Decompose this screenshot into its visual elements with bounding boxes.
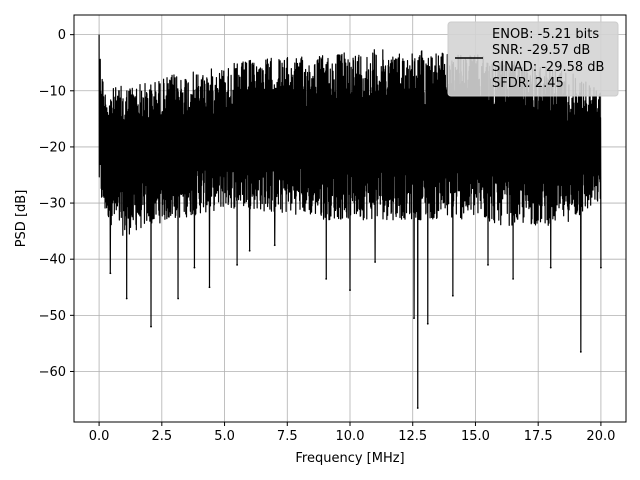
- psd-dip-point: [150, 325, 152, 328]
- psd-dip-point: [413, 317, 415, 320]
- y-tick-label: −10: [39, 84, 66, 99]
- x-tick-label: 17.5: [524, 429, 553, 444]
- psd-dip-point: [193, 266, 196, 269]
- psd-dip-point: [273, 244, 276, 247]
- y-tick-label: −20: [39, 140, 66, 155]
- x-tick-label: 20.0: [586, 429, 615, 444]
- y-tick-label: −40: [39, 253, 66, 268]
- psd-dip-point: [125, 297, 128, 300]
- psd-dip-point: [208, 286, 211, 289]
- y-axis: 0 −10 −20 −30 −40 −50 −60: [39, 28, 74, 380]
- x-axis: 0.0 2.5 5.0 7.5 10.0 12.5 15.0 17.5 20.0: [89, 422, 615, 444]
- psd-dip-point: [579, 350, 582, 353]
- x-tick-label: 7.5: [277, 429, 298, 444]
- psd-dip-point: [248, 249, 251, 252]
- y-tick-label: 0: [58, 28, 66, 43]
- psd-dip-point: [349, 289, 351, 291]
- legend-sfdr: SFDR: 2.45: [492, 76, 564, 91]
- x-tick-label: 10.0: [336, 429, 365, 444]
- x-tick-label: 2.5: [151, 429, 172, 444]
- psd-dip-point: [236, 263, 238, 266]
- x-tick-label: 12.5: [398, 429, 427, 444]
- psd-dip-point: [451, 294, 454, 297]
- series-psd: [98, 34, 602, 409]
- x-tick-label: 15.0: [461, 429, 490, 444]
- psd-dip-point: [487, 263, 489, 266]
- y-tick-label: −30: [39, 197, 66, 212]
- legend-box: [447, 21, 619, 97]
- psd-dip-point: [512, 277, 514, 280]
- y-tick-label: −60: [39, 365, 66, 380]
- x-axis-label: Frequency [MHz]: [295, 451, 404, 466]
- psd-dip-point: [600, 266, 602, 269]
- y-axis-label: PSD [dB]: [14, 190, 29, 248]
- legend-enob: ENOB: -5.21 bits: [492, 27, 599, 42]
- x-tick-label: 5.0: [214, 429, 235, 444]
- psd-dip-point: [325, 277, 328, 280]
- legend-sinad: SINAD: -29.58 dB: [492, 60, 604, 75]
- psd-dip-point: [549, 266, 552, 269]
- psd-dip-point: [426, 322, 429, 325]
- x-tick-label: 0.0: [89, 429, 110, 444]
- psd-dip-point: [177, 297, 180, 300]
- legend-snr: SNR: -29.57 dB: [492, 43, 590, 58]
- psd-dip-point: [416, 407, 419, 409]
- y-tick-label: −50: [39, 309, 66, 324]
- psd-dip-point: [109, 272, 112, 275]
- legend: ENOB: -5.21 bits SNR: -29.57 dB SINAD: -…: [447, 21, 619, 97]
- psd-dip-point: [374, 261, 376, 263]
